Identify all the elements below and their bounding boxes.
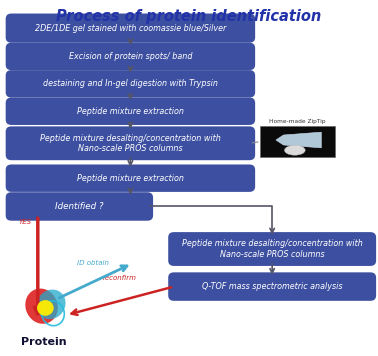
FancyBboxPatch shape bbox=[6, 14, 255, 43]
Text: Home-made ZipTip: Home-made ZipTip bbox=[270, 119, 326, 124]
Text: Peptide mixture desalting/concentration with
Nano-scale PROS columns: Peptide mixture desalting/concentration … bbox=[182, 239, 363, 259]
FancyBboxPatch shape bbox=[6, 164, 255, 192]
Ellipse shape bbox=[285, 145, 305, 155]
FancyBboxPatch shape bbox=[6, 126, 255, 160]
FancyBboxPatch shape bbox=[6, 192, 153, 221]
Ellipse shape bbox=[25, 288, 58, 324]
FancyBboxPatch shape bbox=[168, 232, 376, 266]
Text: Process of protein identification: Process of protein identification bbox=[56, 9, 322, 24]
Text: Identified ?: Identified ? bbox=[55, 202, 104, 211]
Polygon shape bbox=[276, 132, 321, 148]
Text: ID obtain: ID obtain bbox=[77, 260, 108, 266]
Text: YES: YES bbox=[19, 219, 32, 225]
Text: Protein: Protein bbox=[21, 337, 66, 347]
Text: Peptide mixture extraction: Peptide mixture extraction bbox=[77, 174, 184, 183]
Circle shape bbox=[37, 300, 54, 316]
Text: Peptide mixture desalting/concentration with
Nano-scale PROS columns: Peptide mixture desalting/concentration … bbox=[40, 134, 221, 153]
Text: Peptide mixture extraction: Peptide mixture extraction bbox=[77, 107, 184, 116]
Text: Excision of protein spots/ band: Excision of protein spots/ band bbox=[69, 52, 192, 61]
FancyBboxPatch shape bbox=[6, 70, 255, 98]
Text: 2DE/1DE gel stained with coomassie blue/Silver: 2DE/1DE gel stained with coomassie blue/… bbox=[35, 23, 226, 33]
Text: destaining and In-gel digestion with Trypsin: destaining and In-gel digestion with Try… bbox=[43, 79, 218, 88]
Text: Q-TOF mass spectrometric analysis: Q-TOF mass spectrometric analysis bbox=[202, 282, 342, 291]
Text: reconfirm: reconfirm bbox=[103, 275, 137, 281]
Ellipse shape bbox=[37, 289, 65, 319]
FancyBboxPatch shape bbox=[168, 272, 376, 301]
FancyBboxPatch shape bbox=[260, 126, 335, 157]
FancyBboxPatch shape bbox=[6, 98, 255, 125]
FancyBboxPatch shape bbox=[6, 43, 255, 70]
